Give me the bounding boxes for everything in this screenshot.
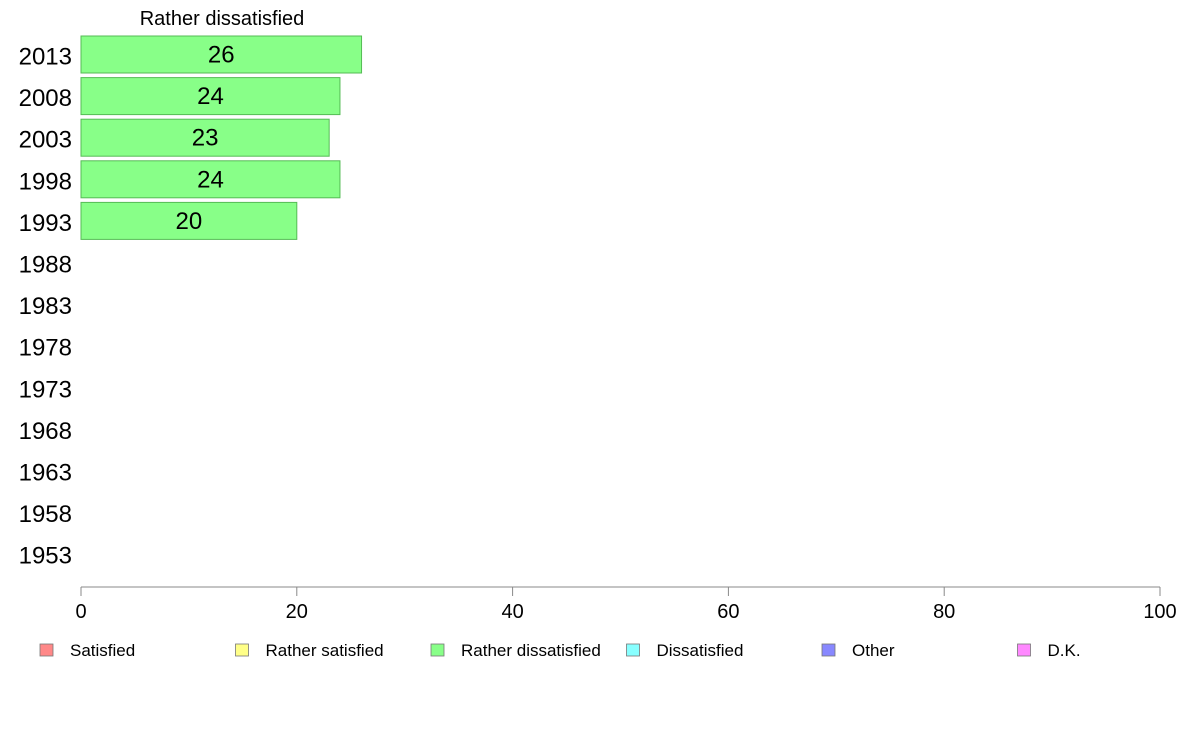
x-tick-label: 40 bbox=[501, 601, 523, 623]
x-tick-label: 80 bbox=[933, 601, 955, 623]
bar-value-label: 24 bbox=[197, 83, 224, 110]
legend-swatch bbox=[39, 643, 54, 657]
year-label: 1983 bbox=[19, 293, 72, 320]
year-label: 1998 bbox=[19, 168, 72, 195]
year-label: 1963 bbox=[19, 460, 72, 487]
x-tick-label: 20 bbox=[286, 601, 308, 623]
legend-swatch bbox=[1017, 643, 1031, 657]
year-label: 2008 bbox=[19, 85, 72, 112]
legend-swatch bbox=[821, 643, 836, 657]
year-label: 1953 bbox=[19, 543, 72, 570]
x-tick-label: 0 bbox=[75, 601, 86, 623]
legend-label: Dissatisfied bbox=[657, 641, 744, 660]
year-label: 1958 bbox=[19, 501, 72, 528]
year-label: 2013 bbox=[19, 44, 72, 71]
x-tick-label: 100 bbox=[1143, 601, 1176, 623]
bar bbox=[80, 201, 298, 240]
year-label: 1978 bbox=[19, 335, 72, 362]
legend-label: D.K. bbox=[1048, 641, 1081, 660]
legend-swatch bbox=[235, 643, 249, 657]
year-label: 1973 bbox=[19, 376, 72, 403]
x-axis: 0 20 40 60 80 100 bbox=[75, 586, 1177, 623]
year-label: 1993 bbox=[19, 210, 72, 237]
bars-group: 26 24 23 24 20 bbox=[80, 35, 363, 240]
bar bbox=[80, 77, 341, 116]
legend: Satisfied Rather satisfied Rather dissatis… bbox=[39, 641, 1081, 660]
chart-title: Rather dissatisfied bbox=[140, 8, 305, 30]
x-tick-label: 60 bbox=[717, 601, 739, 623]
year-label: 2003 bbox=[19, 127, 72, 154]
bar bbox=[80, 118, 330, 157]
bar-value-label: 20 bbox=[176, 208, 203, 235]
legend-label: Satisfied bbox=[70, 641, 135, 660]
bar-value-label: 23 bbox=[192, 125, 219, 152]
legend-label: Rather satisfied bbox=[266, 641, 384, 660]
legend-swatch bbox=[626, 643, 640, 657]
bar bbox=[80, 35, 363, 74]
legend-label: Rather dissatisfied bbox=[461, 641, 601, 660]
year-labels-group: 2013 2008 2003 1998 1993 1988 1983 1978 1973 1968… bbox=[19, 44, 72, 570]
year-label: 1968 bbox=[19, 418, 72, 445]
bar-value-label: 24 bbox=[197, 166, 224, 193]
bar bbox=[80, 160, 341, 199]
year-label: 1988 bbox=[19, 252, 72, 279]
bar-value-label: 26 bbox=[208, 42, 235, 69]
legend-swatch bbox=[430, 643, 445, 657]
legend-label: Other bbox=[852, 641, 895, 660]
